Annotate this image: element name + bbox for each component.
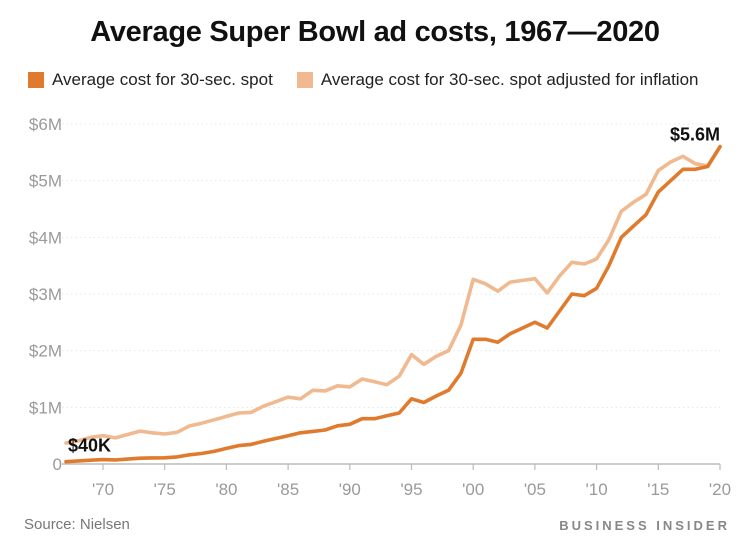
y-tick-label: $3M [29,285,62,304]
x-tick-label: '80 [215,480,237,499]
x-tick-label: '10 [586,480,608,499]
chart-title: Average Super Bowl ad costs, 1967—2020 [90,16,660,48]
x-tick-label: '70 [92,480,114,499]
annotation-start-value: $40K [68,436,111,456]
x-tick-label: '05 [524,480,546,499]
y-tick-label: 0 [53,455,62,474]
legend: Average cost for 30-sec. spot Average co… [28,70,723,90]
brand-logo: BUSINESS INSIDER [559,518,730,533]
source-note: Source: Nielsen [24,516,130,533]
legend-swatch-inflation [296,72,313,88]
x-tick-label: '75 [154,480,176,499]
legend-label-inflation: Average cost for 30-sec. spot adjusted f… [320,70,699,89]
legend-swatch-nominal [28,72,44,88]
y-tick-label: $2M [29,342,62,361]
annotation-end-value: $5.6M [670,125,720,145]
x-tick-label: '20 [709,480,731,499]
series-line-nominal [64,144,722,464]
series-line-inflation [64,144,722,445]
x-tick-label: '15 [647,480,669,499]
x-tick-label: '85 [277,480,299,499]
x-tick-label: '95 [400,480,422,499]
x-tick-label: '90 [339,480,361,499]
x-tick-label: '00 [462,480,484,499]
y-tick-label: $6M [29,115,62,134]
legend-label-nominal: Average cost for 30-sec. spot [52,70,273,89]
legend-item-inflation: Average cost for 30-sec. spot adjusted f… [296,70,699,90]
y-tick-label: $5M [29,172,62,191]
legend-item-nominal: Average cost for 30-sec. spot [28,70,273,90]
y-tick-label: $1M [29,398,62,417]
y-tick-label: $4M [29,228,62,247]
